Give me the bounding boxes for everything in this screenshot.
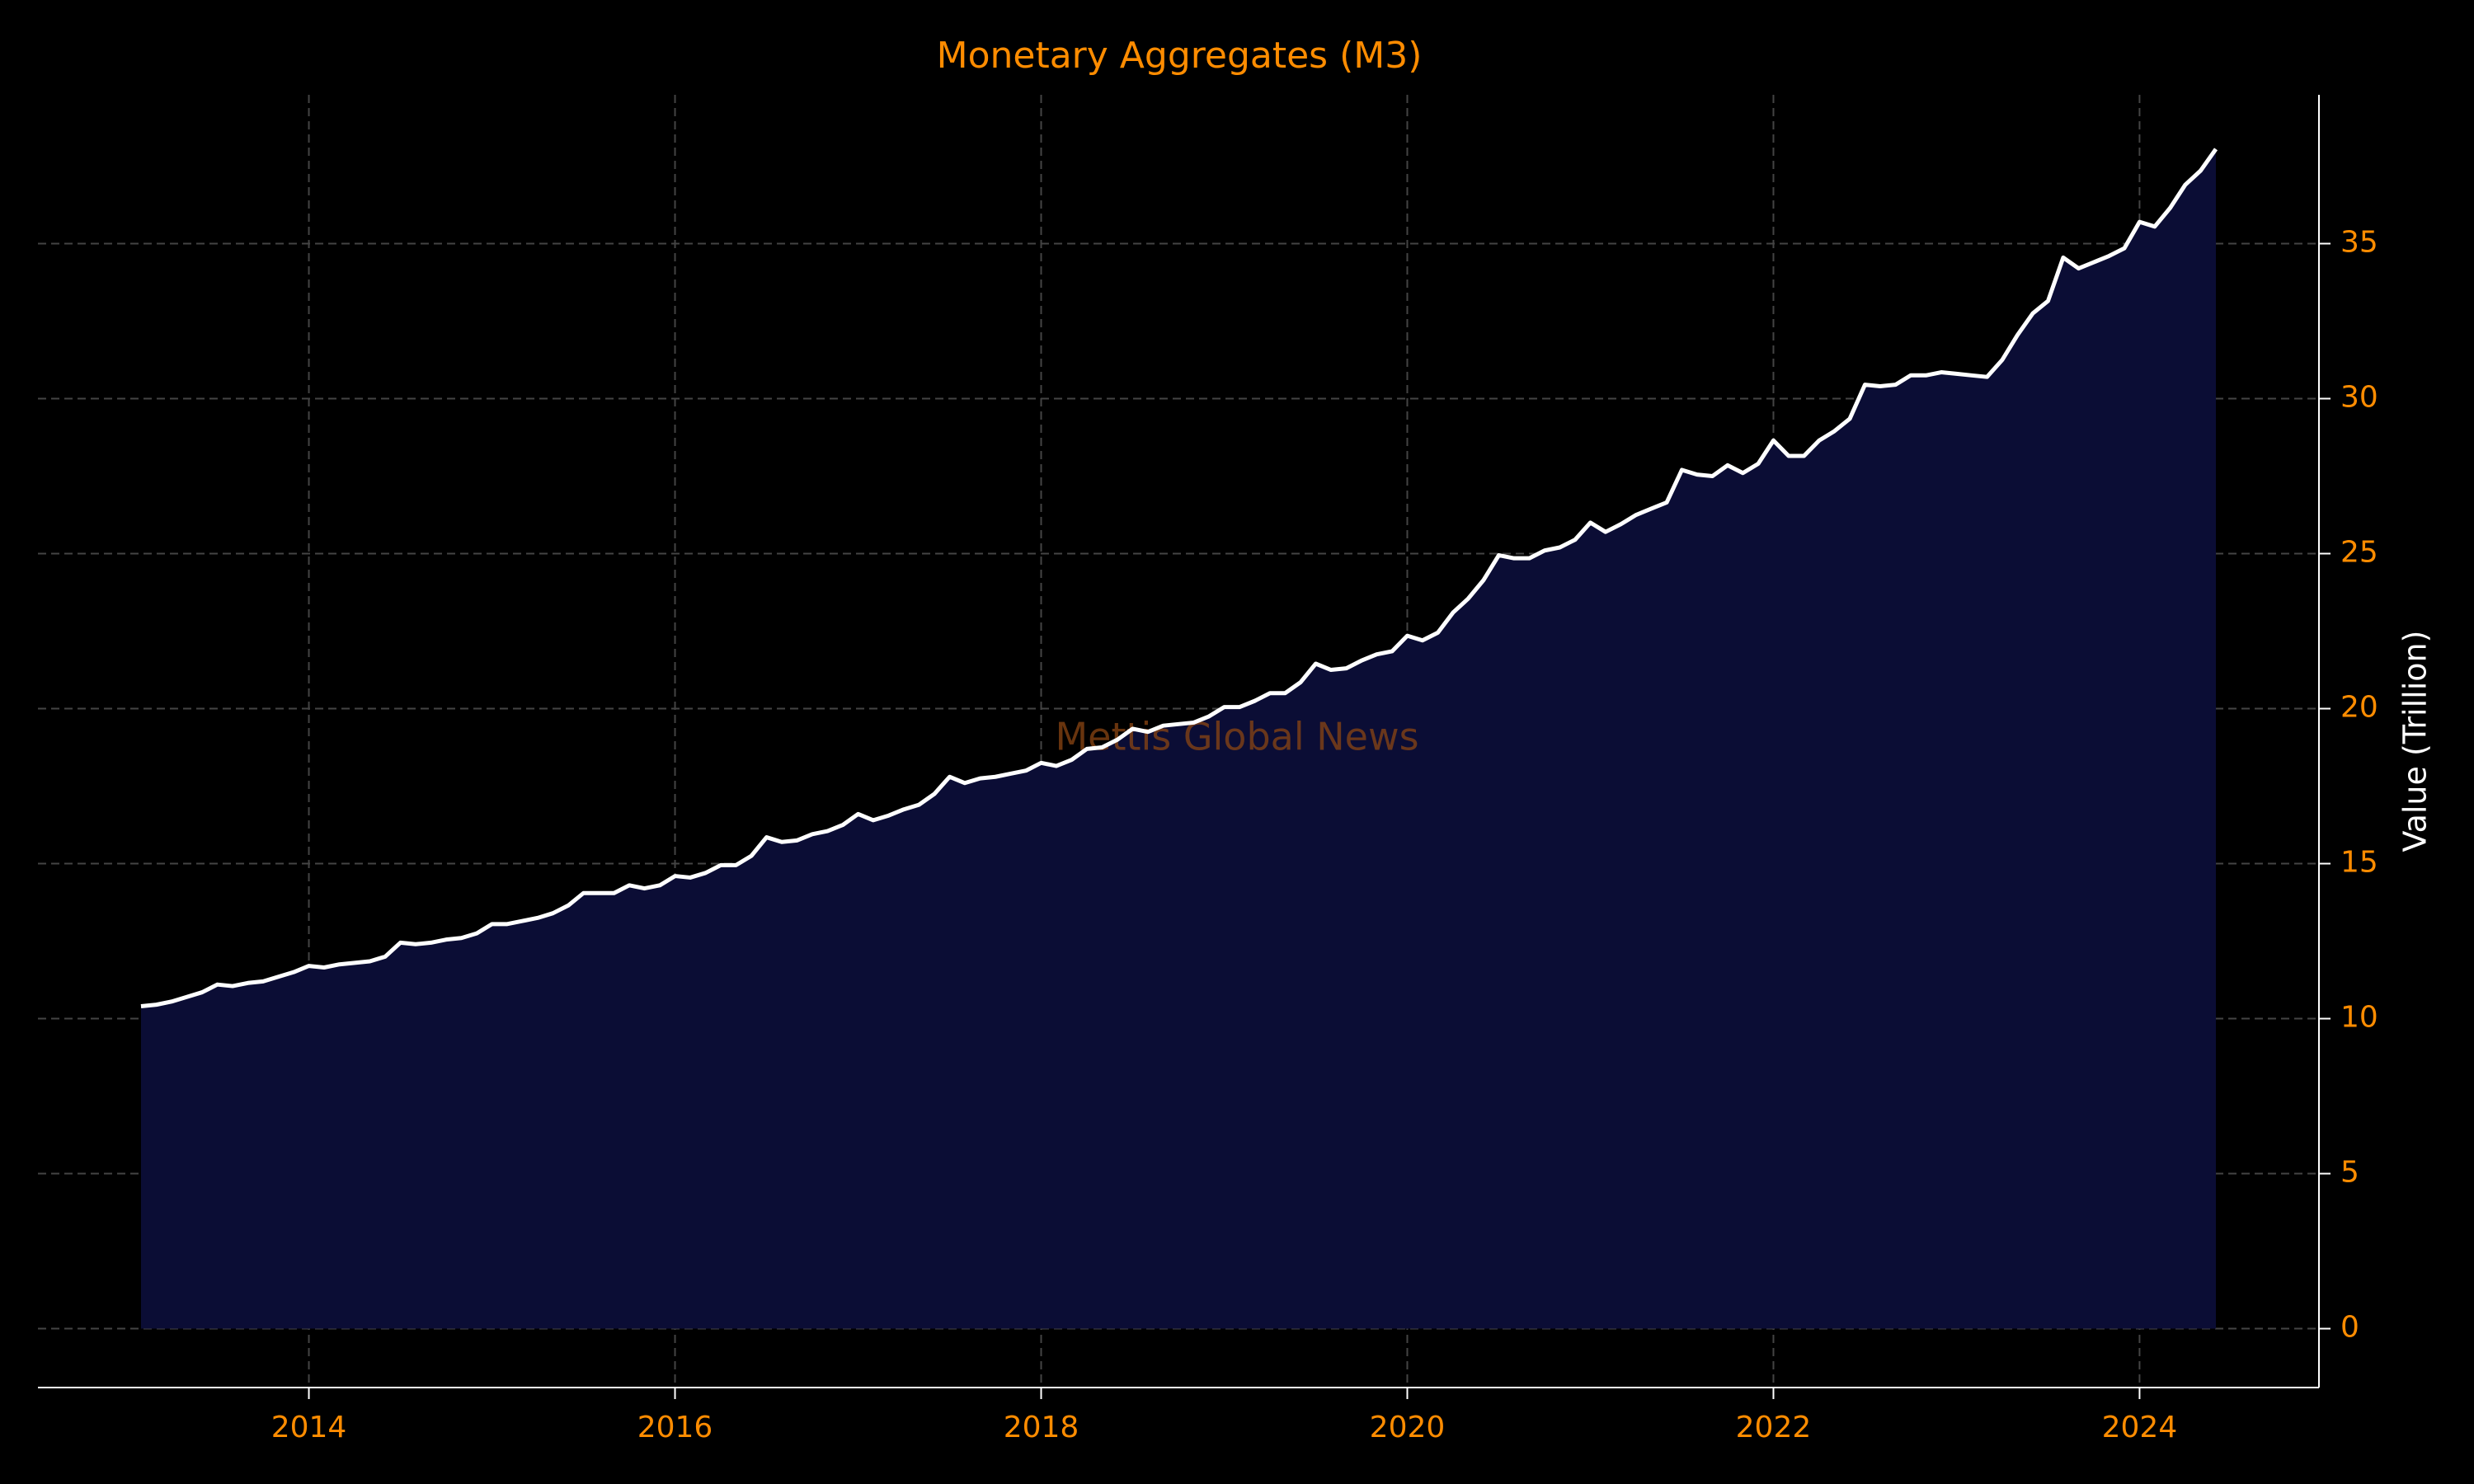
y-tick-label: 25 (2340, 536, 2378, 570)
x-tick-label: 2014 (271, 1411, 347, 1444)
y-tick-label: 35 (2340, 225, 2378, 259)
y-axis-label: Value (Trillion) (2397, 631, 2434, 852)
chart-title: Monetary Aggregates (M3) (937, 35, 1423, 77)
x-tick-label: 2024 (2102, 1411, 2178, 1444)
y-tick-label: 10 (2340, 1001, 2378, 1035)
line (140, 148, 2218, 1008)
x-tick-label: 2016 (637, 1411, 713, 1444)
area-fill (140, 148, 2217, 1329)
x-tick-label: 2020 (1370, 1411, 1446, 1444)
x-tick-label: 2018 (1004, 1411, 1079, 1444)
y-tick-label: 30 (2340, 380, 2378, 414)
y-tick-label: 15 (2340, 846, 2378, 880)
y-tick-label: 0 (2340, 1311, 2359, 1345)
plot (38, 95, 2319, 1388)
y-tick-label: 20 (2340, 691, 2378, 725)
y-tick-label: 5 (2340, 1156, 2359, 1190)
watermark: Mettis Global News (1055, 715, 1418, 759)
x-tick-label: 2022 (1736, 1411, 1812, 1444)
